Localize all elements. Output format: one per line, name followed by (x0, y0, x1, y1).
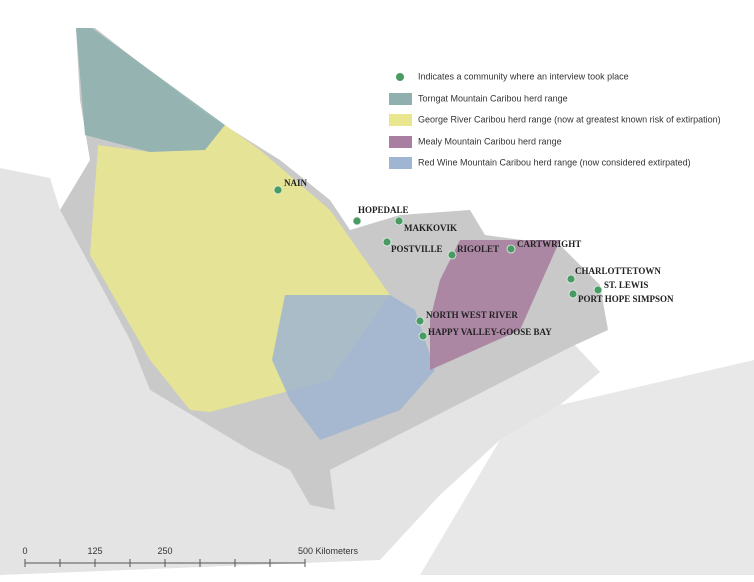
community-label: PORT HOPE SIMPSON (578, 294, 674, 304)
red-wine-range (272, 295, 435, 440)
community-label: NAIN (284, 178, 308, 188)
community-dot (506, 244, 516, 254)
community-dot (568, 289, 578, 299)
scale-bar: 0 125 250 500 Kilometers (22, 546, 359, 567)
surrounding-land (0, 168, 600, 575)
community-dot (273, 185, 283, 195)
legend: Indicates a community where an interview… (389, 71, 721, 169)
community-dot (394, 216, 404, 226)
legend-dot (396, 73, 404, 81)
scale-label: 0 (22, 546, 27, 556)
legend-label: Mealy Mountain Caribou herd range (418, 136, 562, 146)
community-label: NORTH WEST RIVER (426, 310, 518, 320)
scale-ticks (24, 559, 306, 567)
community-label: CHARLOTTETOWN (575, 266, 661, 276)
legend-swatch (389, 157, 412, 169)
community-dot (566, 274, 576, 284)
community-dot (447, 250, 457, 260)
legend-swatch (389, 136, 412, 148)
legend-swatch (389, 93, 412, 105)
legend-label: Red Wine Mountain Caribou herd range (no… (418, 157, 691, 167)
communities: NAIN HOPEDALE MAKKOVIK POSTVILLE RIGOLET CART… (273, 178, 674, 341)
legend-swatch (389, 114, 412, 126)
community-dot (382, 237, 392, 247)
legend-label: George River Caribou herd range (now at … (418, 114, 721, 124)
community-label: MAKKOVIK (404, 223, 457, 233)
community-dot (418, 331, 428, 341)
scale-label: 500 Kilometers (298, 546, 359, 556)
torngat-range (76, 28, 225, 152)
community-label: POSTVILLE (391, 244, 443, 254)
community-dot (415, 316, 425, 326)
community-label: CARTWRIGHT (517, 239, 581, 249)
mealy-mountain-range (430, 240, 560, 370)
community-label: ST. LEWIS (604, 280, 648, 290)
community-dot (352, 216, 362, 226)
community-label: HOPEDALE (358, 205, 409, 215)
community-label: RIGOLET (457, 244, 499, 254)
scale-label: 250 (157, 546, 172, 556)
community-dot (593, 285, 603, 295)
community-label: HAPPY VALLEY-GOOSE BAY (428, 327, 552, 337)
legend-label: Indicates a community where an interview… (418, 71, 629, 81)
legend-label: Torngat Mountain Caribou herd range (418, 93, 568, 103)
surrounding-land (420, 360, 754, 575)
scale-label: 125 (87, 546, 102, 556)
